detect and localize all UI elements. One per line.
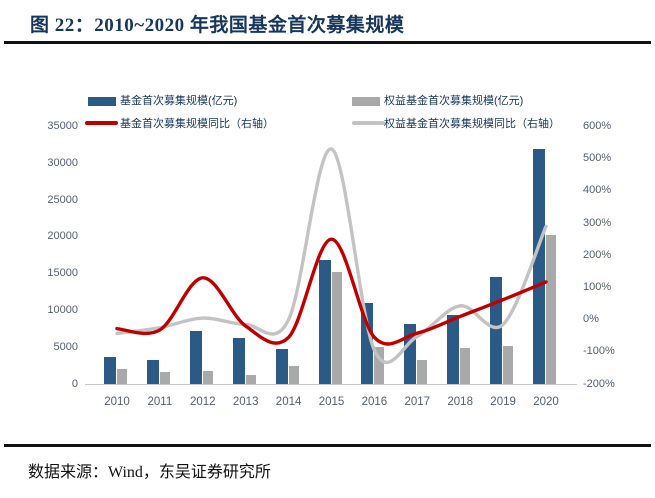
right-axis-tick: 200% [583, 248, 612, 261]
legend-line-swatch-total-yoy [85, 121, 118, 125]
line-total_yoy [115, 237, 548, 346]
source-divider [4, 444, 651, 447]
figure-title: 图 22：2010~2020 年我国基金首次募集规模 [30, 15, 405, 36]
right-axis-tick: 0% [583, 313, 599, 326]
right-axis-tick: 400% [583, 184, 612, 197]
bar-equity_raise-2018 [460, 347, 471, 384]
left-axis-tick: 35000 [47, 120, 78, 132]
bar-total_raise-2011 [146, 360, 159, 384]
bar-equity_raise-2011 [159, 372, 170, 384]
right-axis-tick: -100% [583, 345, 615, 358]
data-source: 数据来源：Wind，东吴证券研究所 [28, 464, 271, 481]
bar-equity_raise-2019 [503, 345, 514, 384]
x-axis-label: 2010 [104, 396, 130, 408]
bar-equity_raise-2016 [374, 347, 385, 384]
bar-total_raise-2016 [361, 303, 374, 384]
legend-label-total-raise: 基金首次募集规模(亿元) [120, 95, 238, 107]
legend-bar-swatch-total [88, 97, 116, 106]
bar-total_raise-2013 [232, 337, 245, 384]
left-axis-tick: 15000 [47, 267, 78, 280]
legend-label-equity-raise: 权益基金首次募集规模(亿元) [384, 95, 524, 107]
x-axis-label: 2013 [232, 396, 259, 408]
bar-equity_raise-2015 [331, 272, 342, 384]
bar-total_raise-2018 [447, 314, 460, 384]
right-axis-tick: 300% [583, 216, 612, 229]
left-axis-tick: 30000 [47, 156, 78, 169]
bar-equity_raise-2020 [546, 234, 556, 384]
x-axis-baseline [85, 384, 577, 385]
left-axis-tick: 0 [71, 377, 78, 390]
x-axis-label: 2014 [275, 396, 302, 408]
x-axis-label: 2017 [404, 396, 431, 408]
legend-line-swatch-equity-yoy [352, 121, 385, 125]
x-axis-label: 2012 [190, 396, 216, 408]
bar-total_raise-2015 [318, 259, 331, 384]
x-axis-label: 2016 [361, 396, 388, 408]
legend-label-total-yoy: 基金首次募集规模同比（右轴） [120, 118, 274, 130]
left-axis-tick: 5000 [53, 340, 78, 353]
right-axis-tick: 600% [583, 120, 612, 132]
bar-equity_raise-2017 [417, 359, 428, 384]
x-axis-label: 2011 [147, 396, 173, 408]
legend-label-equity-yoy: 权益基金首次募集规模同比（右轴） [384, 118, 560, 130]
right-axis-tick: 500% [583, 152, 612, 165]
bar-equity_raise-2014 [288, 366, 299, 384]
bar-equity_raise-2010 [117, 369, 127, 384]
left-axis-tick: 20000 [47, 230, 78, 243]
bar-total_raise-2010 [104, 356, 116, 384]
right-axis-tick: 100% [583, 280, 612, 293]
bar-equity_raise-2012 [202, 371, 213, 384]
bar-total_raise-2020 [533, 148, 545, 384]
left-axis-tick: 10000 [47, 303, 78, 316]
x-axis-label: 2015 [318, 396, 345, 408]
bar-total_raise-2012 [189, 331, 202, 384]
title-divider [4, 41, 651, 44]
bar-equity_raise-2013 [245, 375, 256, 384]
legend-bar-swatch-equity [352, 97, 380, 106]
left-axis-tick: 25000 [47, 193, 78, 206]
line-equity_yoy [115, 147, 548, 365]
bar-total_raise-2014 [275, 348, 288, 384]
x-axis-label: 2018 [447, 396, 473, 408]
x-axis-label: 2020 [533, 396, 559, 408]
x-axis-label: 2019 [490, 396, 516, 408]
right-axis-tick: -200% [583, 377, 615, 390]
